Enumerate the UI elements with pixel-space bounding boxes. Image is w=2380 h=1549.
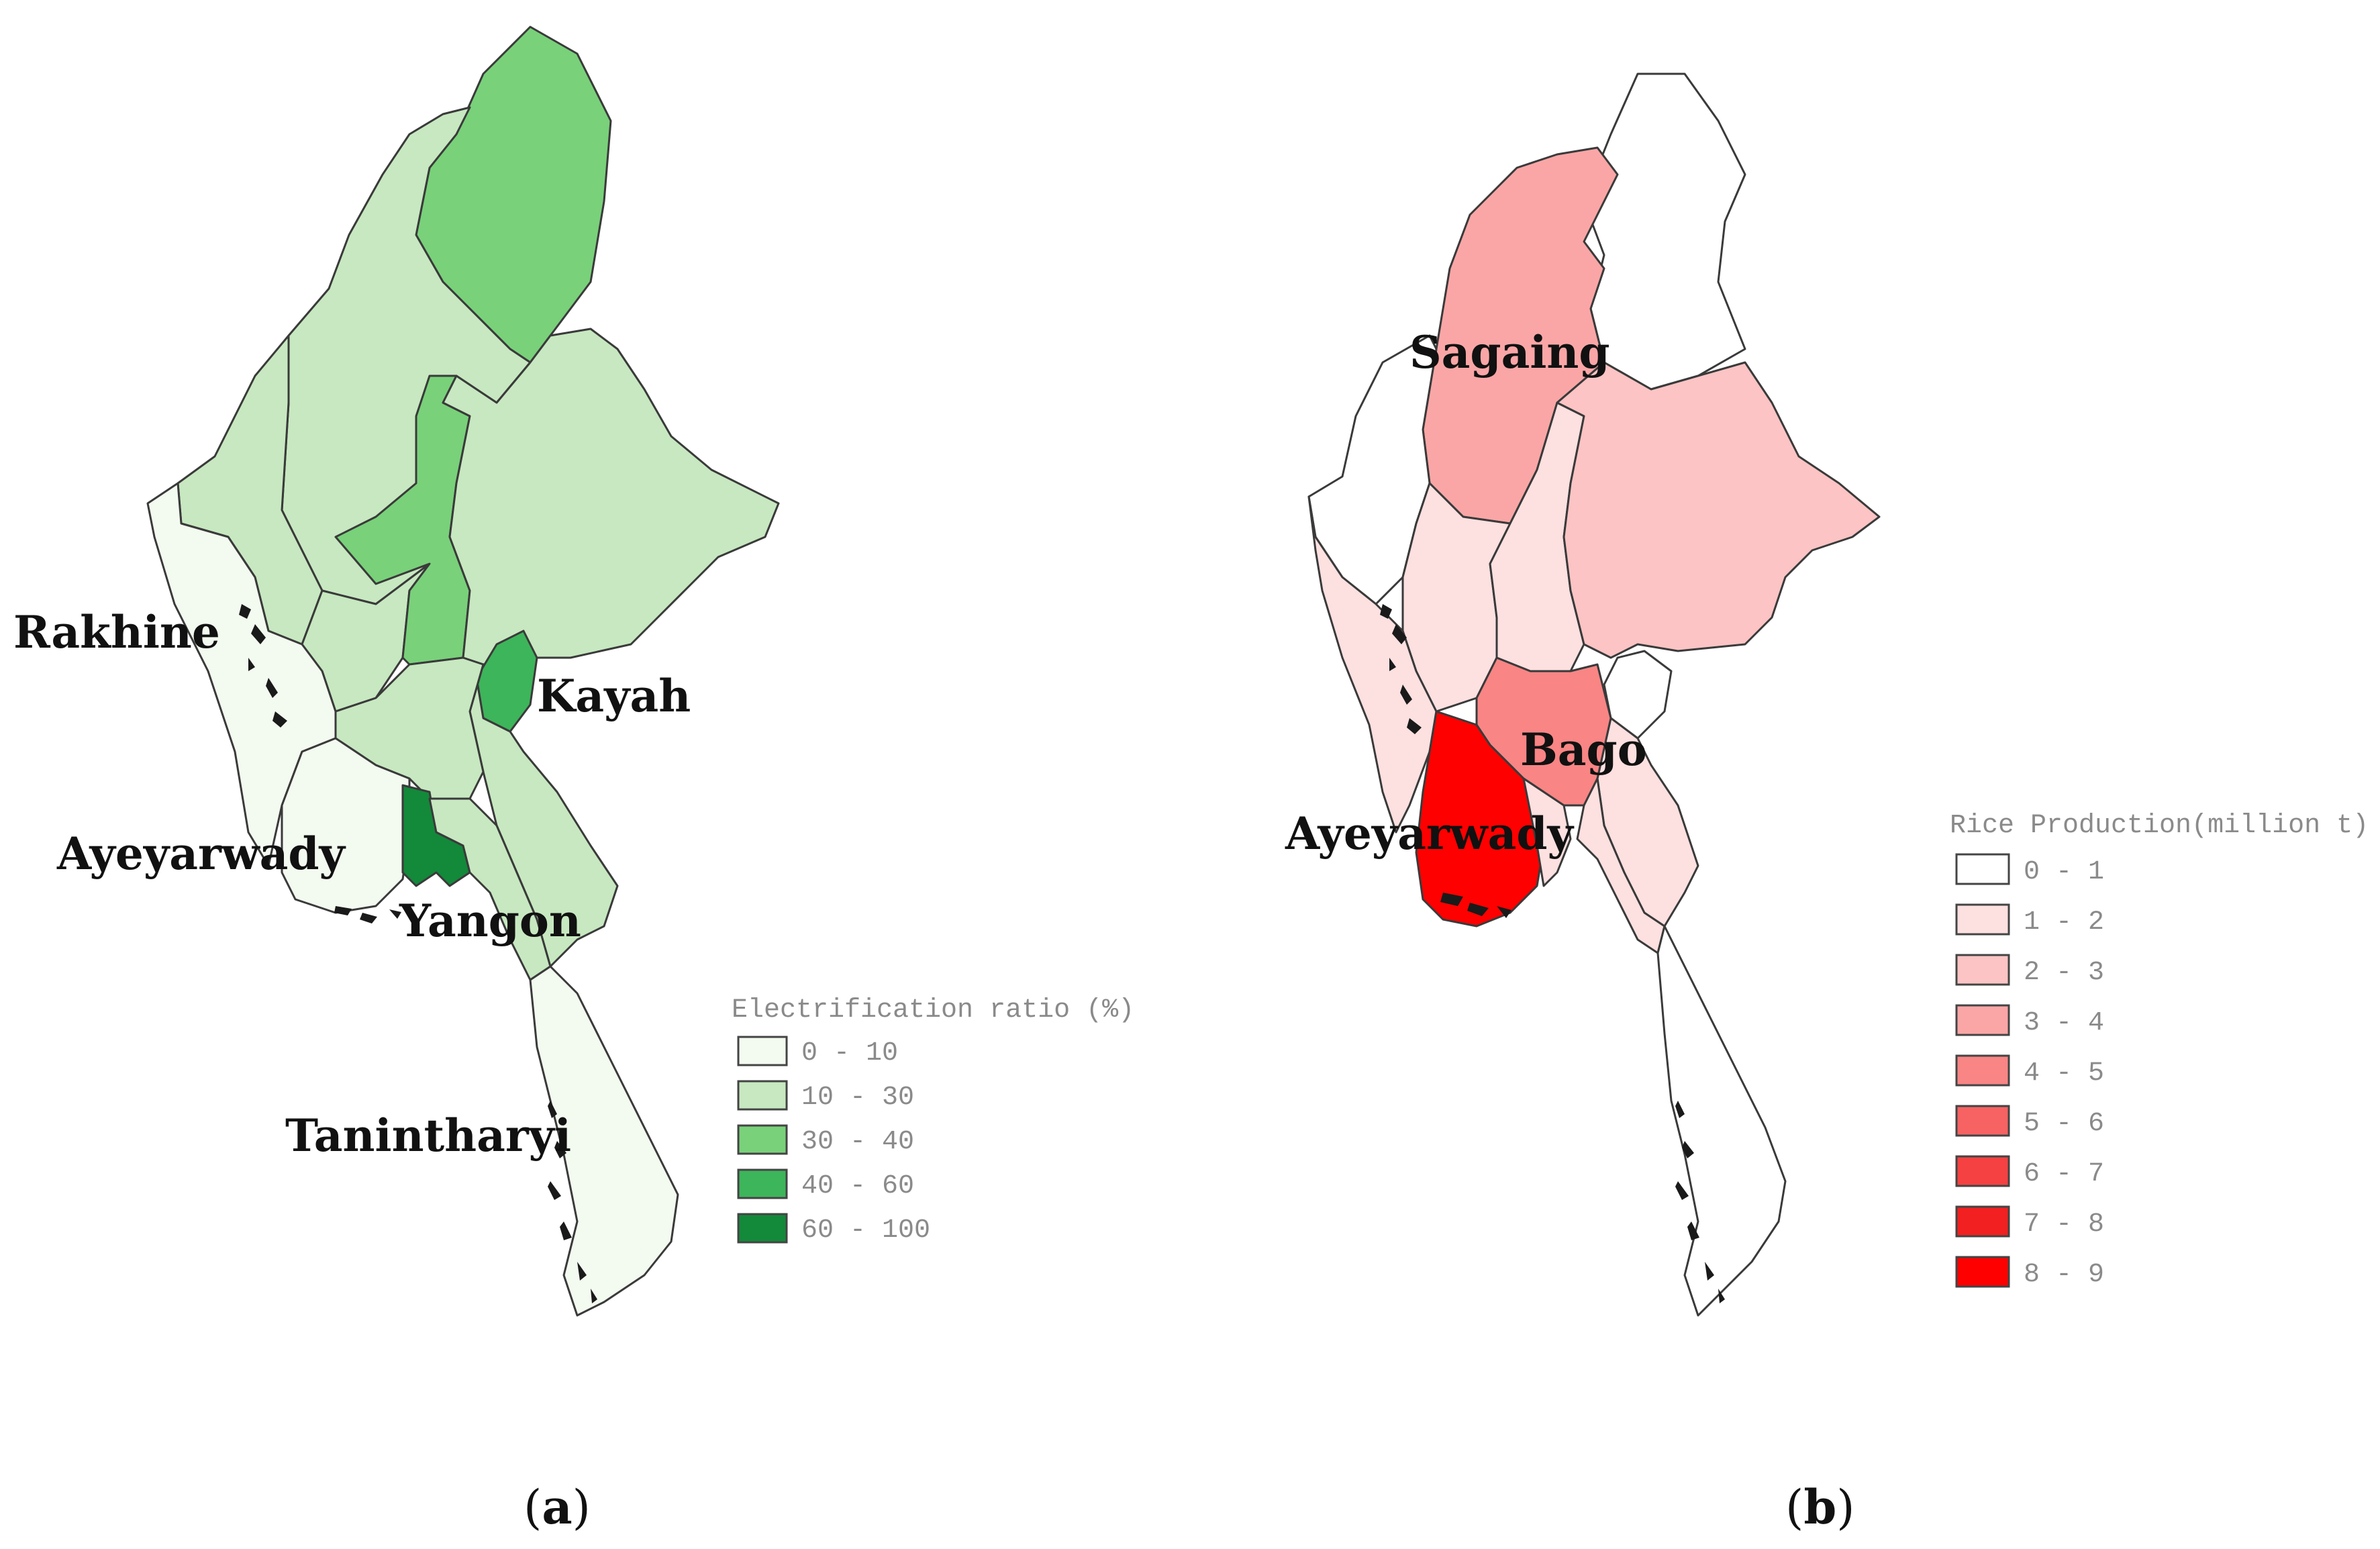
caption-a-text: (a) [524, 1479, 591, 1535]
legend-label: 5 - 6 [2024, 1109, 2104, 1139]
legend-label: 6 - 7 [2024, 1159, 2104, 1189]
legend-label: 60 - 100 [801, 1215, 930, 1246]
region-kayah-b [1603, 650, 1673, 740]
legend-label: 3 - 4 [2024, 1008, 2104, 1038]
legend-swatch [737, 1213, 788, 1244]
legend-swatch [1955, 1105, 2010, 1137]
region-shan-a [442, 328, 780, 666]
legend-swatch [1955, 1155, 2010, 1187]
legend-label: 1 - 2 [2024, 907, 2104, 938]
legend-swatch [737, 1036, 788, 1066]
coastal-islands-a [239, 604, 597, 1303]
map-label-rakhine: Rakhine [13, 606, 220, 658]
legend-swatch [1955, 1205, 2010, 1238]
caption-b: (b) [1785, 1479, 1855, 1535]
region-ayeyarwady-a [281, 737, 411, 914]
caption-b-text: (b) [1785, 1479, 1855, 1535]
region-kayin-a [468, 663, 619, 968]
legend-a: Electrification ratio (%) 0 - 10 10 - 30 3… [732, 995, 1134, 1246]
legend-label: 30 - 40 [801, 1127, 914, 1157]
region-mon-a [428, 797, 552, 981]
region-rakhine-b [1307, 495, 1438, 834]
map-label-tanintharyi: Tanintharyi [285, 1109, 571, 1162]
legend-swatch [1955, 903, 2010, 936]
legend-label: 2 - 3 [2024, 958, 2104, 988]
map-label-kayah: Kayah [537, 670, 691, 722]
legend-swatch [737, 1168, 788, 1199]
legend-swatch [1955, 954, 2010, 986]
region-shan-b [1556, 361, 1881, 659]
region-ayeyarwady-b [1415, 710, 1545, 928]
map-panel-b: Sagaing Bago Ayeyarwady [1285, 72, 1881, 1317]
map-label-ayeyarwady-a: Ayeyarwady [56, 828, 346, 880]
region-tanintharyi-a [529, 965, 679, 1317]
legend-swatch [1955, 1054, 2010, 1087]
legend-swatch [737, 1124, 788, 1155]
legend-label: 40 - 60 [801, 1171, 914, 1201]
legend-label: 0 - 10 [801, 1038, 898, 1068]
region-tanintharyi-b [1656, 925, 1787, 1317]
legend-swatch [1955, 1004, 2010, 1036]
region-yangon-b [1522, 777, 1572, 887]
coastal-islands-b [1380, 604, 1725, 1303]
legend-swatch [1955, 853, 2010, 885]
legend-label: 10 - 30 [801, 1083, 914, 1113]
legend-label: 8 - 9 [2024, 1260, 2104, 1290]
legend-label: 4 - 5 [2024, 1058, 2104, 1089]
map-label-ayeyarwady-b: Ayeyarwady [1285, 807, 1574, 860]
legend-label: 7 - 8 [2024, 1209, 2104, 1240]
legend-label: 0 - 1 [2024, 857, 2104, 887]
legend-swatch [737, 1080, 788, 1111]
map-label-bago: Bago [1520, 723, 1647, 776]
map-panel-a: Rakhine Kayah Ayeyarwady Yangon Tanintha… [13, 26, 780, 1317]
legend-swatch [1955, 1256, 2010, 1288]
caption-a: (a) [524, 1479, 591, 1535]
map-label-sagaing: Sagaing [1409, 326, 1610, 379]
legend-title-b: Rice Production(million t) [1950, 811, 2369, 841]
map-label-yangon: Yangon [399, 895, 581, 947]
legend-title-a: Electrification ratio (%) [732, 995, 1134, 1026]
legend-b: Rice Production(million t) 0 - 1 1 - 2 2 -… [1950, 811, 2369, 1290]
